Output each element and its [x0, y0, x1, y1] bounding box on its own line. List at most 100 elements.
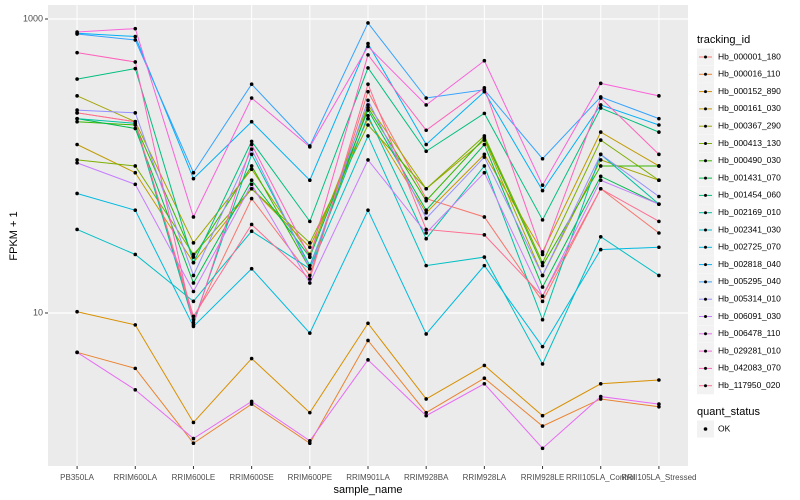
legend-label: Hb_000413_130	[718, 138, 781, 148]
legend-swatch-point	[704, 384, 707, 388]
data-point	[657, 130, 661, 134]
legend-swatch-point	[704, 159, 707, 163]
data-point	[75, 227, 79, 232]
data-point	[366, 158, 370, 162]
legend-label: Hb_000367_290	[718, 120, 781, 130]
data-point	[366, 123, 370, 127]
data-point	[540, 260, 545, 265]
data-point	[598, 158, 603, 162]
data-point	[540, 252, 545, 257]
data-point	[657, 94, 661, 98]
data-point	[308, 273, 312, 278]
data-point	[540, 218, 545, 222]
legend-label: Hb_002818_040	[718, 259, 781, 269]
legend-swatch-point	[704, 332, 707, 336]
data-point	[657, 123, 661, 127]
data-point	[482, 136, 487, 140]
data-point	[191, 260, 196, 265]
data-point	[540, 413, 545, 418]
data-point	[657, 245, 661, 250]
data-point	[482, 164, 487, 168]
data-point	[133, 34, 138, 39]
data-point	[424, 142, 428, 147]
legend-label: Hb_001431_070	[718, 172, 781, 182]
legend-swatch-point	[704, 228, 707, 232]
data-point	[308, 266, 312, 271]
x-tick-label: PB350LA	[60, 473, 94, 482]
data-point	[657, 202, 661, 206]
data-point	[133, 366, 138, 371]
data-point	[75, 119, 79, 124]
legend-swatch-point	[704, 72, 707, 76]
legend-label: Hb_002725_070	[718, 242, 781, 252]
data-point	[75, 50, 79, 55]
data-point	[657, 164, 661, 168]
data-point	[133, 182, 138, 187]
data-point	[540, 273, 545, 278]
data-point	[249, 96, 254, 100]
data-point	[191, 420, 196, 425]
data-point	[249, 142, 254, 147]
data-point	[657, 116, 661, 121]
data-point	[308, 439, 312, 443]
data-point	[133, 60, 138, 64]
legend-swatch-point	[704, 245, 707, 249]
data-point	[249, 82, 254, 87]
data-point	[598, 130, 603, 134]
x-tick-label: RRIM901LA	[346, 473, 390, 482]
legend-swatch-point	[704, 90, 707, 94]
data-point	[249, 356, 254, 361]
x-tick-label: RRIM600LA	[113, 473, 157, 482]
data-point	[366, 116, 370, 121]
data-point	[366, 134, 370, 138]
data-point	[598, 96, 603, 100]
data-point	[657, 231, 661, 235]
data-point	[657, 219, 661, 224]
legend-swatch-point	[704, 107, 707, 111]
data-point	[540, 156, 545, 161]
data-point	[191, 281, 196, 285]
data-point	[191, 299, 196, 304]
data-point	[598, 247, 603, 252]
data-point	[424, 208, 428, 213]
data-point	[191, 436, 196, 441]
data-point	[75, 158, 79, 162]
legend-swatch-point	[704, 211, 707, 215]
data-point	[424, 186, 428, 191]
data-point	[657, 194, 661, 199]
legend-swatch-point	[704, 297, 707, 301]
data-point	[424, 103, 428, 107]
data-point	[75, 111, 79, 115]
data-point	[657, 402, 661, 406]
data-point	[598, 103, 603, 107]
data-point	[598, 81, 603, 86]
data-point	[366, 358, 370, 362]
legend-label: OK	[718, 423, 731, 433]
data-point	[598, 164, 603, 168]
data-point	[75, 30, 79, 34]
data-point	[366, 82, 370, 87]
legend-label: Hb_002169_010	[718, 207, 781, 217]
data-point	[308, 263, 312, 268]
data-point	[191, 317, 196, 322]
data-point	[657, 178, 661, 183]
legend-label: Hb_000161_030	[718, 103, 781, 113]
y-tick-label: 1000	[23, 13, 43, 23]
data-point	[308, 331, 312, 335]
data-point	[191, 241, 196, 245]
data-point	[366, 105, 370, 110]
data-point	[366, 208, 370, 213]
data-point	[249, 119, 254, 124]
data-point	[540, 294, 545, 299]
data-point	[424, 236, 428, 241]
data-point	[598, 106, 603, 110]
data-point	[482, 381, 487, 386]
data-point	[75, 116, 79, 121]
legend-label: Hb_006478_110	[718, 328, 781, 338]
data-point	[75, 350, 79, 355]
data-point	[191, 176, 196, 181]
data-point	[308, 178, 312, 183]
data-point	[133, 388, 138, 392]
data-point	[249, 167, 254, 172]
legend-swatch-point	[704, 263, 707, 267]
